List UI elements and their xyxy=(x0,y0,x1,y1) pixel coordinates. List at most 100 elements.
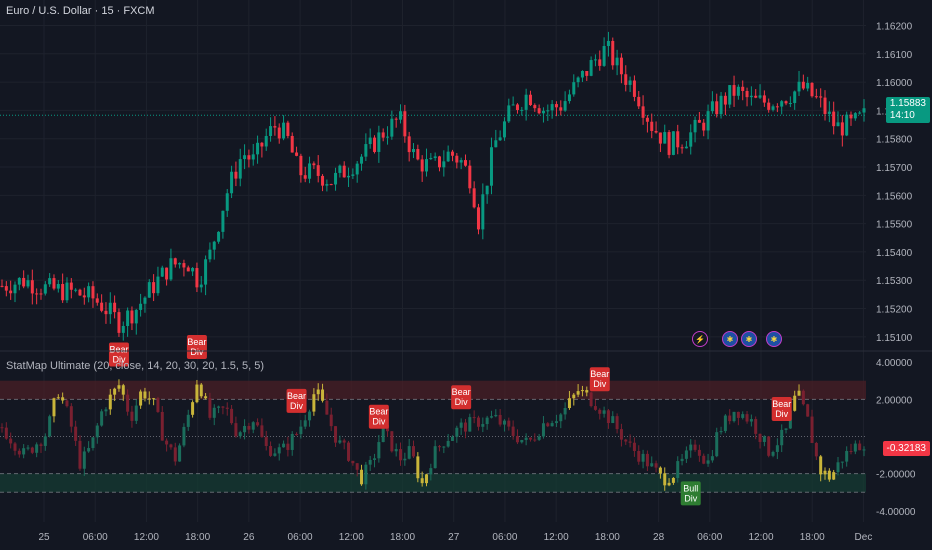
time-tick-label: Dec xyxy=(855,532,873,543)
candle-body xyxy=(585,70,589,76)
candlestick-series xyxy=(0,31,866,341)
time-tick-label: 27 xyxy=(448,532,460,543)
oscillator-bar xyxy=(693,444,697,450)
oscillator-bar xyxy=(797,390,801,396)
candle-body xyxy=(269,126,273,136)
div-label-text: Div xyxy=(455,397,468,407)
bear-div-label xyxy=(368,404,389,429)
candle-body xyxy=(256,142,260,155)
candle-body xyxy=(849,114,853,119)
oscillator-bar xyxy=(836,462,840,473)
oscillator-bar xyxy=(489,416,493,418)
div-label-text: Bear xyxy=(187,337,206,347)
price-tick-label: 1.15500 xyxy=(876,220,913,231)
candle-body xyxy=(641,106,645,118)
candle-body xyxy=(572,82,576,95)
oscillator-bar xyxy=(736,411,740,418)
oscillator-bar xyxy=(533,439,537,441)
candle-body xyxy=(485,185,489,195)
oscillator-bar xyxy=(134,405,138,421)
oscillator-bar xyxy=(667,482,671,486)
eu-flag-event-icon[interactable]: ✱ xyxy=(722,331,738,347)
oscillator-bar xyxy=(173,447,177,462)
candle-body xyxy=(632,80,636,97)
time-axis[interactable]: 25 06:00 12:00 18:00 26 06:00 12:00 18:00 27 06:0… xyxy=(38,532,872,543)
candle-body xyxy=(4,286,8,291)
div-label-text: Bear xyxy=(109,344,128,354)
oscillator-bar xyxy=(212,407,216,418)
candle-body xyxy=(407,136,411,153)
candle-body xyxy=(754,95,758,98)
oscillator-bar xyxy=(507,420,511,427)
candle-body xyxy=(156,276,160,294)
div-label-text: Div xyxy=(112,354,125,364)
oscillator-bar xyxy=(355,463,359,470)
oscillator-bar xyxy=(139,391,143,406)
oscillator-bar xyxy=(78,440,82,469)
candle-body xyxy=(541,110,545,114)
oscillator-bar xyxy=(230,408,234,424)
candle-body xyxy=(30,280,34,294)
candle-body xyxy=(550,104,554,111)
oscillator-bar xyxy=(515,435,519,443)
candle-body xyxy=(719,95,723,115)
candle-body xyxy=(459,160,463,163)
oscillator-bar xyxy=(528,437,532,440)
candle-body xyxy=(528,94,532,106)
oscillator-bar xyxy=(282,443,286,448)
lightning-event-icon[interactable]: ⚡ xyxy=(692,331,708,347)
candle-body xyxy=(598,59,602,66)
oscillator-bar xyxy=(403,458,407,461)
oscillator-bar xyxy=(308,411,312,421)
oscillator-bar xyxy=(559,414,563,422)
time-tick-label: 12:00 xyxy=(544,532,569,543)
oscillator-bar xyxy=(342,440,346,443)
candle-body xyxy=(797,81,801,92)
oscillator-bar xyxy=(30,447,34,453)
price-tick-label: 1.16100 xyxy=(876,50,913,61)
candle-body xyxy=(559,107,563,111)
oscillator-bar xyxy=(676,461,680,478)
price-axis[interactable]: 1.162001.161001.160001.159001.158001.157… xyxy=(876,21,913,343)
oscillator-bar xyxy=(485,417,489,425)
oscillator-bar xyxy=(684,450,688,459)
candle-body xyxy=(715,101,719,115)
candle-body xyxy=(199,284,203,288)
symbol-title[interactable]: Euro / U.S. Dollar · 15 · FXCM xyxy=(6,5,155,17)
oscillator-bar xyxy=(221,406,225,408)
candle-body xyxy=(48,278,52,285)
candle-body xyxy=(524,94,528,110)
candle-body xyxy=(576,77,580,83)
indicator-tick-label: -4.00000 xyxy=(876,507,916,518)
candle-body xyxy=(593,59,597,61)
indicator-tick-label: -2.00000 xyxy=(876,470,916,481)
candle-body xyxy=(425,159,429,172)
candle-body xyxy=(238,159,242,179)
oscillator-bar xyxy=(425,474,429,484)
candle-body xyxy=(113,302,117,313)
oscillator-series xyxy=(0,379,866,491)
oscillator-bar xyxy=(277,447,281,454)
oscillator-bar xyxy=(840,461,844,463)
indicator-title[interactable]: StatMap Ultimate (20, close, 14, 20, 30,… xyxy=(6,360,265,372)
candle-body xyxy=(360,156,364,164)
candle-body xyxy=(35,293,39,295)
div-label-text: Div xyxy=(190,347,203,357)
bear-div-label xyxy=(771,396,792,421)
oscillator-bar xyxy=(299,426,303,435)
eu-flag-event-icon[interactable]: ✱ xyxy=(741,331,757,347)
price-tick-label: 1.15700 xyxy=(876,163,913,174)
indicator-axis[interactable]: 4.00000 2.00000 -2.00000 -4.00000 xyxy=(876,358,916,518)
candle-body xyxy=(728,85,732,105)
oscillator-bar xyxy=(13,443,17,451)
candle-body xyxy=(624,74,628,85)
candle-body xyxy=(793,91,797,104)
candle-body xyxy=(684,146,688,149)
candle-body xyxy=(95,298,99,303)
eu-flag-event-icon[interactable]: ✱ xyxy=(766,331,782,347)
candle-body xyxy=(368,137,372,145)
candle-body xyxy=(628,80,632,85)
oscillator-bar xyxy=(351,460,355,464)
candle-body xyxy=(645,117,649,122)
